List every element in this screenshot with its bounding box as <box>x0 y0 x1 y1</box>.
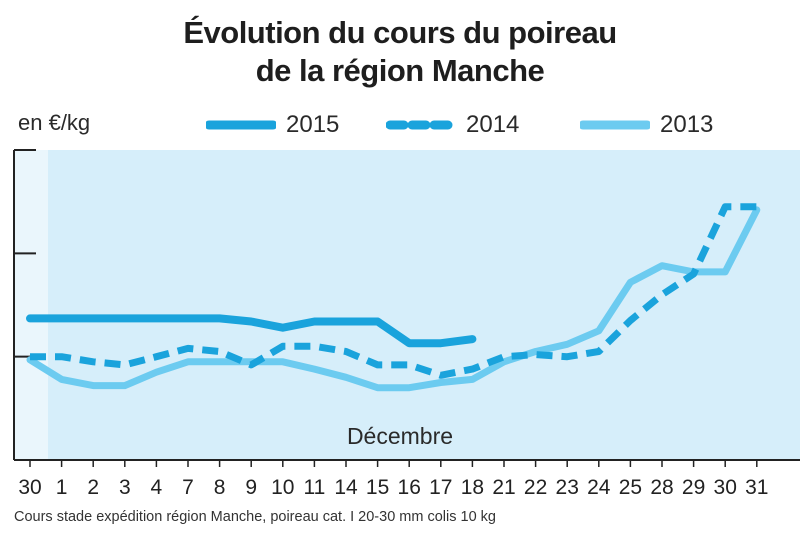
x-tick-label: 8 <box>214 476 226 499</box>
plot-area-edge <box>14 150 48 460</box>
line-chart: Décembre 30 1 2 3 4 7 8 9 10 11 14 15 16 17 18 21 22 23 24… <box>13 149 800 499</box>
x-tick-label: 14 <box>334 476 358 499</box>
footnote: Cours stade expédition région Manche, po… <box>14 509 496 525</box>
x-tick-label: 24 <box>587 476 611 499</box>
plot-area-background <box>48 150 800 460</box>
legend-item-2014: 2014 <box>386 108 519 142</box>
period-label: Décembre <box>347 423 453 449</box>
x-tick-label: 1 <box>56 476 68 499</box>
x-tick-label: 28 <box>650 476 673 499</box>
x-tick-label: 31 <box>745 476 768 499</box>
chart-title-line-2: de la région Manche <box>255 53 545 88</box>
x-tick-label: 30 <box>18 476 41 499</box>
x-tick-label: 18 <box>461 476 484 499</box>
x-tick-label: 25 <box>619 476 642 499</box>
x-tick-label: 29 <box>682 476 705 499</box>
x-tick-label: 9 <box>245 476 257 499</box>
x-tick-label: 2 <box>87 476 99 499</box>
chart-title: Évolution du cours du poireau de la régi… <box>0 14 800 90</box>
legend-item-2013: 2013 <box>580 108 713 142</box>
legend-swatch-2014 <box>386 120 456 130</box>
x-tick-label: 3 <box>119 476 131 499</box>
legend: 2015 2014 2013 <box>0 108 800 142</box>
x-tick-label: 16 <box>398 476 421 499</box>
chart-title-line-1: Évolution du cours du poireau <box>183 15 617 50</box>
legend-swatch-2015 <box>206 120 276 130</box>
series-line-2013 <box>26 206 761 392</box>
x-tick-label: 30 <box>714 476 737 499</box>
legend-label-2015: 2015 <box>286 111 340 138</box>
y-axis-unit-label: en €/kg <box>18 110 91 135</box>
x-tick-label: 7 <box>182 476 194 499</box>
x-tick-label: 21 <box>492 476 515 499</box>
x-tick-label: 22 <box>524 476 547 499</box>
x-tick-label: 11 <box>303 476 325 499</box>
legend-swatch-2013 <box>580 120 650 130</box>
legend-item-2015: 2015 <box>206 108 339 142</box>
x-tick-label: 10 <box>271 476 294 499</box>
x-tick-label: 23 <box>556 476 579 499</box>
legend-label-2013: 2013 <box>660 111 714 138</box>
x-tick-label: 15 <box>366 476 389 499</box>
series-line-2014 <box>30 203 757 379</box>
x-tick-label: 17 <box>429 476 452 499</box>
x-tick-label: 4 <box>151 476 163 499</box>
legend-label-2014: 2014 <box>466 111 520 138</box>
series-line-2015 <box>26 314 477 348</box>
